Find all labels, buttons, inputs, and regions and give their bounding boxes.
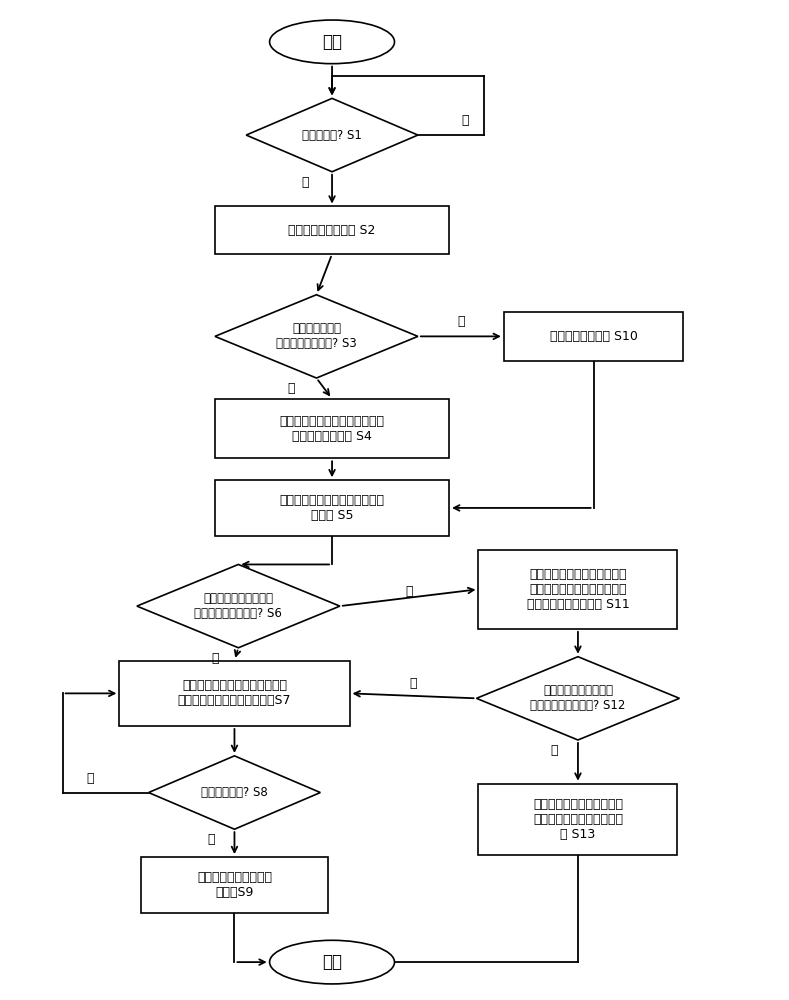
Text: 故障是否排除? S8: 故障是否排除? S8 xyxy=(201,786,267,799)
FancyBboxPatch shape xyxy=(504,312,683,361)
Text: 否: 否 xyxy=(86,772,94,785)
Ellipse shape xyxy=(270,20,394,64)
Text: 开始: 开始 xyxy=(322,33,342,51)
Text: 是: 是 xyxy=(208,833,215,846)
Text: 否: 否 xyxy=(457,315,465,328)
Text: 第一预设时间段内是否
获取到人工控制指令? S6: 第一预设时间段内是否 获取到人工控制指令? S6 xyxy=(194,592,282,620)
Text: 获取存储装置中所储存的故障类
型对应的语音信息 S4: 获取存储装置中所储存的故障类 型对应的语音信息 S4 xyxy=(279,415,384,443)
Text: 获取摄像装置所拍摄的图像视
频数据并将图像视频数据生成
故障信息发送至客户端 S11: 获取摄像装置所拍摄的图像视 频数据并将图像视频数据生成 故障信息发送至客户端 S… xyxy=(526,568,630,611)
Polygon shape xyxy=(246,98,418,172)
Text: 是: 是 xyxy=(211,652,219,665)
FancyBboxPatch shape xyxy=(478,550,678,629)
FancyBboxPatch shape xyxy=(140,857,328,913)
FancyBboxPatch shape xyxy=(478,784,678,855)
Text: 向云端服务器发送故障信息
或向远程控制端发送故障信
息 S13: 向云端服务器发送故障信息 或向远程控制端发送故障信 息 S13 xyxy=(533,798,623,841)
Polygon shape xyxy=(477,657,679,740)
Text: 是: 是 xyxy=(288,382,295,395)
FancyBboxPatch shape xyxy=(215,399,449,458)
Polygon shape xyxy=(148,756,320,829)
Text: 打印机故障? S1: 打印机故障? S1 xyxy=(302,129,362,142)
FancyBboxPatch shape xyxy=(119,661,350,726)
Text: 是: 是 xyxy=(409,677,417,690)
FancyBboxPatch shape xyxy=(215,480,449,536)
Text: 是: 是 xyxy=(301,176,308,189)
Text: 执行自动修复程序 S10: 执行自动修复程序 S10 xyxy=(550,330,638,343)
Text: 第二预设时间段内是否
获取到人工控制指令? S12: 第二预设时间段内是否 获取到人工控制指令? S12 xyxy=(530,684,626,712)
Polygon shape xyxy=(215,295,418,378)
Text: 根据人工控制指令向显示装置发
送存储装置中的维修视频数据S7: 根据人工控制指令向显示装置发 送存储装置中的维修视频数据S7 xyxy=(178,679,291,707)
Text: 根据故障类型向语音装置发送语
音信息 S5: 根据故障类型向语音装置发送语 音信息 S5 xyxy=(279,494,384,522)
Text: 否: 否 xyxy=(461,114,469,127)
Text: 结束: 结束 xyxy=(322,953,342,971)
Text: 对故障类型进行判定 S2: 对故障类型进行判定 S2 xyxy=(288,224,376,237)
Polygon shape xyxy=(136,564,340,648)
FancyBboxPatch shape xyxy=(215,206,449,254)
Text: 否: 否 xyxy=(551,744,559,757)
Text: 否: 否 xyxy=(406,585,413,598)
Text: 向语音装置发送故障排
除信息S9: 向语音装置发送故障排 除信息S9 xyxy=(197,871,272,899)
Text: 故障类型是否为
不可自动修复类型? S3: 故障类型是否为 不可自动修复类型? S3 xyxy=(276,322,357,350)
Ellipse shape xyxy=(270,940,394,984)
